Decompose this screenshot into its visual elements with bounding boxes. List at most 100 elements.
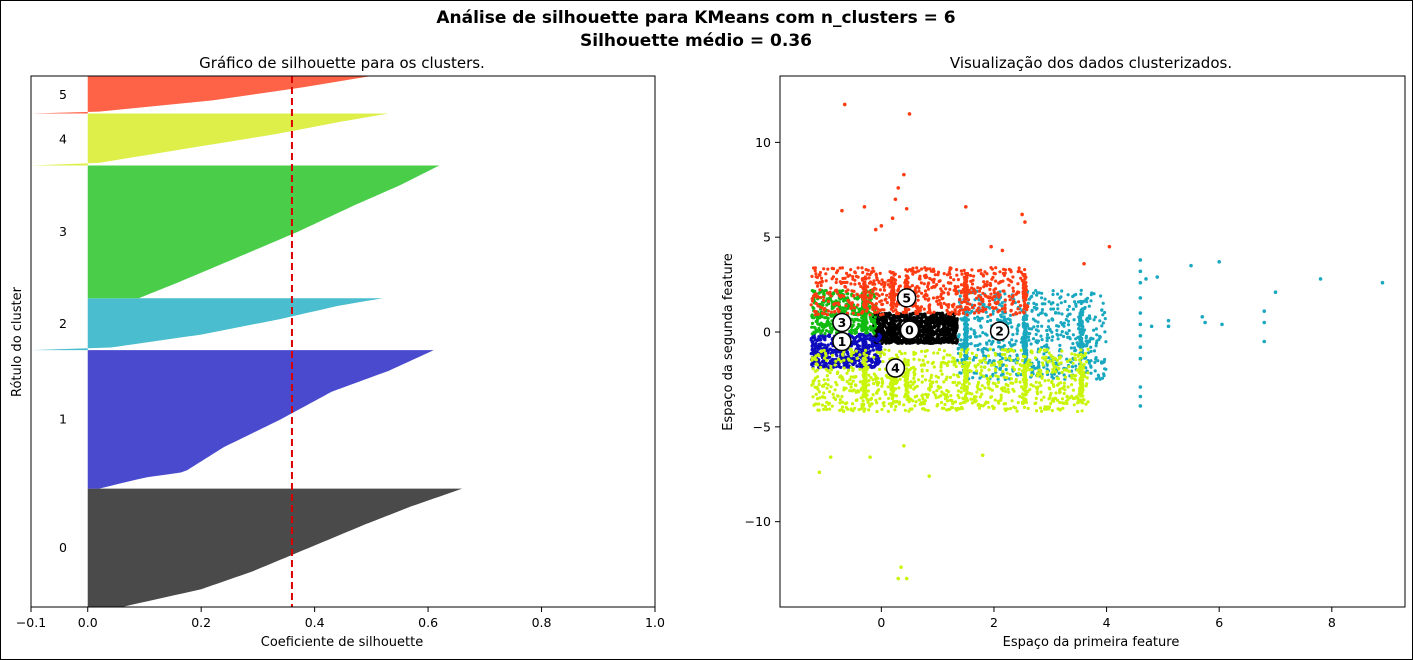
scatter-point [878,335,882,340]
scatter-point [932,315,936,319]
scatter-point [827,361,832,365]
scatter-point [958,401,963,406]
scatter-point [1094,341,1099,345]
scatter-point [869,376,873,380]
scatter-point [999,313,1003,317]
scatter-point [853,308,857,313]
scatter-point [939,400,944,405]
scatter-point [967,369,972,373]
scatter-point [865,321,869,325]
scatter-point [864,395,868,399]
silhouette-chart-title: Gráfico de silhouette para os clusters. [199,54,485,72]
scatter-point [817,390,822,394]
scatter-point [1003,389,1008,393]
scatter-point [822,378,826,382]
scatter-point [1047,356,1051,360]
scatter-point [1057,311,1061,315]
scatter-point [926,325,930,330]
scatter-point [909,380,913,384]
scatter-point [1081,332,1085,336]
scatter-point [960,318,964,322]
scatter-point [886,313,890,318]
scatter-point [971,358,975,362]
scatter-point [856,344,860,348]
scatter-point [988,359,992,363]
scatter-point [1055,324,1059,328]
scatter-point [835,383,839,387]
scatter-point [945,375,949,379]
silhouette-plot-area [31,76,463,607]
scatter-point [960,364,964,368]
scatter-point [1066,323,1071,327]
scatter-point [858,380,862,384]
scatter-point [942,330,947,335]
scatter-point [1034,380,1038,384]
scatter-point [1055,376,1059,380]
scatter-point [891,337,895,341]
scatter-point [918,334,922,338]
scatter-point [984,347,988,351]
scatter-point [930,328,934,332]
scatter-point [988,347,992,351]
scatter-point [904,388,908,392]
scatter-point [979,316,983,321]
scatter-point [819,350,823,354]
scatter-point [1089,293,1093,297]
scatter-point [941,326,946,330]
scatter-point [916,340,920,344]
scatter-point [979,360,983,364]
scatter-point [1020,395,1024,400]
scatter-point [903,357,907,361]
scatter-point [960,348,964,352]
scatter-point [1008,313,1013,317]
scatter-point [852,328,856,333]
scatter-point [810,313,814,318]
scatter-point [1005,407,1010,411]
scatter-point [946,326,950,330]
scatter-point [822,346,826,350]
scatter-point [852,356,856,361]
scatter-point [1000,386,1005,390]
scatter-point [1050,409,1054,413]
scatter-point [1049,354,1053,358]
scatter-point [1045,328,1049,333]
scatter-point [1026,360,1030,364]
scatter-point [1039,390,1043,394]
scatter-point [845,350,849,354]
scatter-point [960,406,964,411]
silhouette-x-tick-label: 1.0 [645,615,665,630]
scatter-point [1060,289,1064,293]
scatter-point [919,312,924,316]
scatter-point [1006,322,1010,326]
scatter-point [1022,398,1026,402]
scatter-point [1078,399,1082,403]
scatter-chart: Visualização dos dados clusterizados. Es… [721,54,1406,650]
scatter-point [1079,292,1083,296]
scatter-point [878,360,882,364]
scatter-point [963,325,967,329]
scatter-point [941,316,945,321]
scatter-point [849,385,853,389]
scatter-point [1071,342,1075,346]
scatter-point [980,368,984,373]
scatter-point [973,335,978,339]
scatter-point [993,351,997,355]
scatter-point [902,403,906,407]
scatter-point [852,339,856,343]
scatter-point [952,356,956,360]
scatter-point [897,341,902,345]
scatter-point [1068,396,1072,400]
scatter-point [905,367,909,371]
scatter-point [1010,325,1014,329]
scatter-point [829,341,833,346]
scatter-point [811,341,815,345]
scatter-point [1035,390,1039,394]
scatter-point [1064,368,1068,372]
scatter-point [895,381,899,385]
scatter-point [876,327,881,332]
scatter-point [1015,353,1019,357]
scatter-point [989,395,994,399]
silhouette-x-tick-label: 0.4 [305,615,325,630]
scatter-point [1048,359,1052,363]
scatter-point [979,365,983,369]
